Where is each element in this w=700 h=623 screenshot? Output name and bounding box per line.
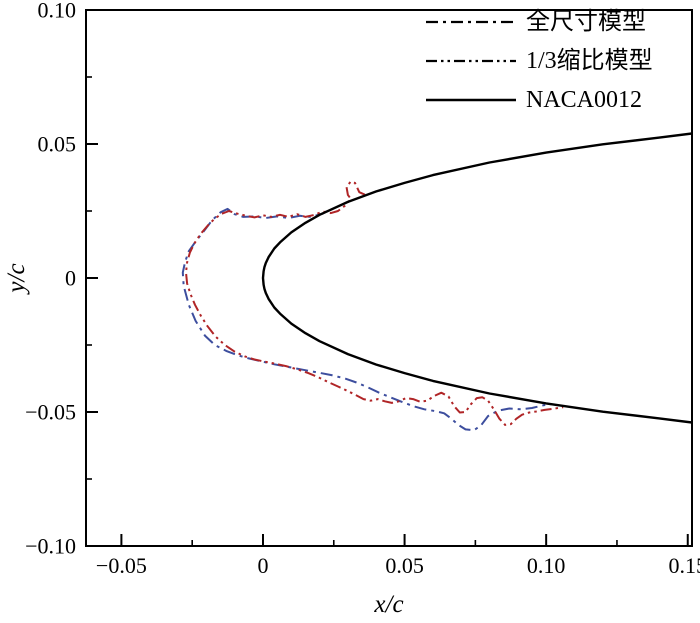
- axis-ticks: [86, 9, 689, 547]
- y-tick-label: −0.10: [25, 534, 76, 559]
- axis-tick-labels: −0.05 0 0.05 0.10 0.15 −0.10 −0.05 0 0.05 0.10: [25, 0, 700, 578]
- y-axis-title: y/c: [3, 263, 30, 295]
- x-tick-label: 0: [257, 553, 268, 578]
- y-tick-label: 0: [65, 266, 76, 291]
- x-tick-label: 0.05: [385, 553, 424, 578]
- legend-item-one-third-scale-model: 1/3缩比模型: [424, 47, 653, 75]
- x-tick-label: 0.10: [527, 553, 566, 578]
- legend-line-sample-full-scale: [426, 20, 516, 24]
- legend-line-sample-one-third-scale: [426, 59, 516, 63]
- chart-legend: 全尺寸模型 1/3缩比模型 NACA0012: [424, 8, 653, 114]
- x-axis-title: x/c: [373, 591, 403, 618]
- legend-item-naca0012: NACA0012: [424, 86, 653, 114]
- series-line-2: [261, 132, 692, 424]
- legend-label-full-scale-model: 全尺寸模型: [526, 9, 646, 35]
- y-tick-label: −0.05: [25, 400, 76, 425]
- y-tick-label: 0.10: [38, 0, 77, 23]
- legend-label-naca0012: NACA0012: [526, 87, 643, 113]
- x-tick-label: 0.15: [669, 553, 700, 578]
- series-line-1: [185, 180, 564, 426]
- legend-item-full-scale-model: 全尺寸模型: [424, 8, 653, 36]
- series-line-0: [181, 207, 552, 432]
- legend-label-one-third-scale-model: 1/3缩比模型: [526, 48, 653, 74]
- y-tick-label: 0.05: [38, 132, 77, 157]
- series-group: [181, 132, 692, 432]
- legend-line-sample-naca0012: [426, 98, 516, 102]
- x-tick-label: −0.05: [96, 553, 147, 578]
